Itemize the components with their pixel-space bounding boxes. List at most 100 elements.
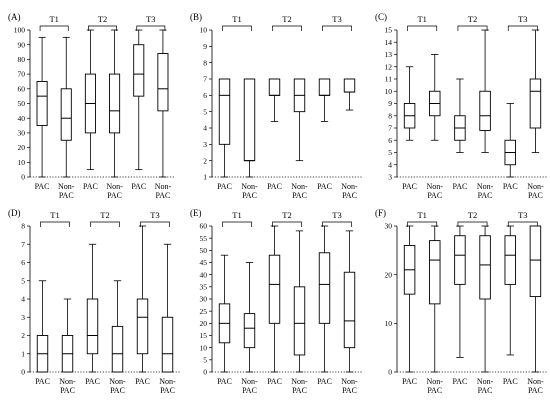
group-bracket xyxy=(322,25,352,31)
y-tick-label: 10 xyxy=(385,319,393,328)
y-tick-label: 8 xyxy=(21,222,25,231)
y-tick-label: 0 xyxy=(21,173,25,182)
y-tick-label: 5 xyxy=(388,148,392,157)
iqr-box xyxy=(343,78,356,93)
category-label: PAC xyxy=(503,182,518,191)
box-t1-non-pac xyxy=(429,54,441,141)
category-label-part2: PAC xyxy=(528,386,543,395)
y-tick-label: 12 xyxy=(385,62,393,71)
iqr-box xyxy=(293,286,306,356)
group-bracket xyxy=(457,221,488,227)
y-tick-label: 1 xyxy=(203,173,207,182)
category-label: PAC xyxy=(131,182,146,191)
y-tick-label: 6 xyxy=(388,136,392,145)
category-label-part2: PAC xyxy=(427,386,442,395)
y-tick-label: 60 xyxy=(18,84,26,93)
category-label: PAC xyxy=(35,182,50,191)
category-label-part2: PAC xyxy=(160,386,175,395)
box-t3-pac xyxy=(136,225,149,373)
y-tick-label: 0 xyxy=(388,368,392,377)
group-bracket xyxy=(88,25,117,31)
iqr-box xyxy=(529,78,542,129)
box-t2-pac xyxy=(86,243,99,373)
box-t2-non-pac xyxy=(293,230,306,373)
category-label-part1: Non- xyxy=(527,377,544,386)
group-label-t3: T3 xyxy=(518,210,527,220)
iqr-box xyxy=(161,316,174,373)
group-bracket xyxy=(140,221,170,227)
y-tick-label: 13 xyxy=(385,50,393,59)
y-tick-label: 5 xyxy=(21,276,25,285)
iqr-box xyxy=(157,53,169,112)
category-label: PAC xyxy=(317,182,332,191)
group-label-t3: T3 xyxy=(150,210,159,220)
iqr-box xyxy=(529,225,542,298)
y-tick-label: 4 xyxy=(388,160,392,169)
category-label-part2: PAC xyxy=(242,191,257,200)
category-label-part2: PAC xyxy=(478,386,493,395)
category-label-part2: PAC xyxy=(156,191,171,200)
y-tick-label: 7 xyxy=(388,124,392,133)
category-label-part1: Non- xyxy=(341,182,358,191)
box-t2-non-pac xyxy=(293,78,306,162)
group-bracket xyxy=(407,221,438,227)
iqr-box xyxy=(111,325,124,373)
group-label-t2: T2 xyxy=(468,14,477,24)
y-tick-label: 15 xyxy=(200,331,208,340)
category-label-part1: Non- xyxy=(291,182,308,191)
iqr-box xyxy=(343,271,356,349)
y-tick-label: 45 xyxy=(200,258,208,267)
y-tick-label: 100 xyxy=(14,26,26,35)
category-label-part1: Non- xyxy=(159,377,176,386)
y-tick-label: 30 xyxy=(385,222,393,231)
group-label-t3: T3 xyxy=(332,210,341,220)
box-t1-non-pac xyxy=(429,225,441,373)
y-tick-label: 7 xyxy=(203,75,207,84)
y-tick-label: 8 xyxy=(203,58,207,67)
group-label-t1: T1 xyxy=(417,14,426,24)
y-tick-label: 9 xyxy=(388,99,392,108)
y-tick-label: 11 xyxy=(385,75,392,84)
box-t1-non-pac xyxy=(61,298,74,373)
group-bracket xyxy=(457,25,488,31)
iqr-box xyxy=(133,44,145,97)
y-tick-label: 55 xyxy=(200,234,208,243)
y-tick-label: 2 xyxy=(21,331,25,340)
category-label-part2: PAC xyxy=(110,386,125,395)
box-t3-pac xyxy=(318,225,331,373)
category-label-part2: PAC xyxy=(59,191,74,200)
category-label: PAC xyxy=(453,182,468,191)
iqr-box xyxy=(429,240,441,305)
group-bracket xyxy=(507,221,538,227)
category-label: PAC xyxy=(267,377,282,386)
box-t1-non-pac xyxy=(243,262,256,373)
box-t1-non-pac xyxy=(243,78,256,178)
group-bracket xyxy=(39,25,69,31)
y-tick-label: 10 xyxy=(385,87,393,96)
group-label-t1: T1 xyxy=(232,210,241,220)
group-label-t3: T3 xyxy=(332,14,341,24)
y-tick-label: 90 xyxy=(18,40,26,49)
box-t1-pac xyxy=(36,36,48,178)
iqr-box xyxy=(60,88,72,141)
iqr-box xyxy=(318,78,331,96)
y-tick-label: 60 xyxy=(200,222,208,231)
box-t3-non-pac xyxy=(157,29,169,178)
category-label-part1: Non- xyxy=(155,182,172,191)
iqr-box xyxy=(86,298,99,355)
panel-label: (B) xyxy=(190,12,202,22)
y-tick-label: 0 xyxy=(21,368,25,377)
group-label-t3: T3 xyxy=(518,14,527,24)
y-tick-label: 5 xyxy=(203,107,207,116)
y-tick-label: 7 xyxy=(21,240,25,249)
y-tick-label: 2 xyxy=(203,156,207,165)
group-bracket xyxy=(40,221,70,227)
iqr-box xyxy=(479,235,491,300)
category-label: PAC xyxy=(402,182,417,191)
iqr-box xyxy=(136,298,149,355)
panel-label: (C) xyxy=(375,12,387,22)
box-t3-non-pac xyxy=(343,230,356,373)
group-bracket xyxy=(136,25,166,31)
